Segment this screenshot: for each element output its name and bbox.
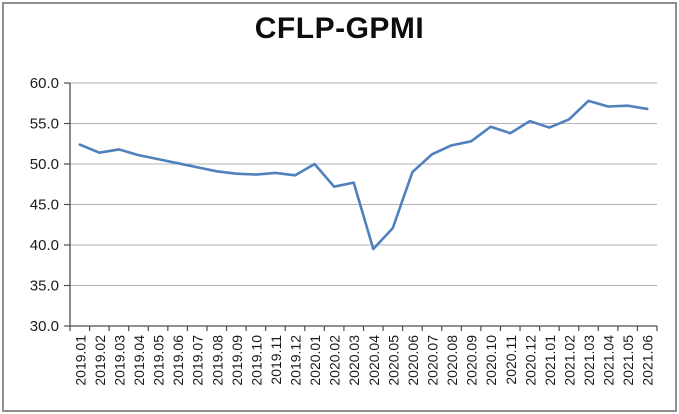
x-tick-label: 2021.01 (542, 335, 558, 386)
x-tick-label: 2020.02 (327, 335, 343, 386)
x-tick-label: 2019.07 (190, 335, 206, 386)
x-tick-label: 2020.06 (405, 335, 421, 386)
y-tick-label: 55.0 (30, 116, 59, 133)
x-tick-label: 2020.10 (483, 335, 499, 386)
x-tick-label: 2019.10 (248, 335, 264, 386)
x-tick-label: 2021.05 (620, 335, 636, 386)
y-tick-label: 60.0 (30, 75, 59, 92)
x-tick-label: 2019.06 (170, 335, 186, 386)
x-tick-label: 2019.08 (209, 335, 225, 386)
x-tick-label: 2019.09 (229, 335, 245, 386)
data-line (78, 99, 649, 251)
x-tick-label: 2020.12 (522, 335, 538, 386)
x-tick-label: 2019.11 (268, 335, 284, 385)
x-tick-label: 2020.05 (385, 335, 401, 386)
y-tick-label: 35.0 (30, 278, 59, 295)
y-tick-label: 50.0 (30, 156, 59, 173)
y-tick-label: 40.0 (30, 237, 59, 254)
x-tick-label: 2020.01 (307, 335, 323, 386)
x-tick-label: 2019.03 (111, 335, 127, 386)
x-tick-label: 2020.04 (366, 335, 382, 386)
y-tick-label: 45.0 (30, 197, 59, 214)
chart-title: CFLP-GPMI (254, 12, 425, 45)
x-tick-label: 2020.08 (444, 335, 460, 386)
y-tick-label: 30.0 (30, 318, 59, 335)
x-tick-label: 2019.05 (151, 335, 167, 386)
x-tick-label: 2019.01 (72, 335, 88, 386)
x-tick-label: 2019.12 (288, 335, 304, 386)
x-tick-label: 2019.04 (131, 335, 147, 386)
x-tick-label: 2020.03 (346, 335, 362, 386)
x-tick-label: 2020.07 (424, 335, 440, 386)
x-tick-label: 2021.06 (640, 335, 656, 386)
x-tick-label: 2021.04 (601, 335, 617, 386)
x-tick-label: 2020.11 (503, 335, 519, 385)
x-tick-label: 2021.03 (581, 335, 597, 386)
x-tick-label: 2021.02 (561, 335, 577, 386)
x-tick-label: 2020.09 (464, 335, 480, 386)
x-tick-label: 2019.02 (92, 335, 108, 386)
